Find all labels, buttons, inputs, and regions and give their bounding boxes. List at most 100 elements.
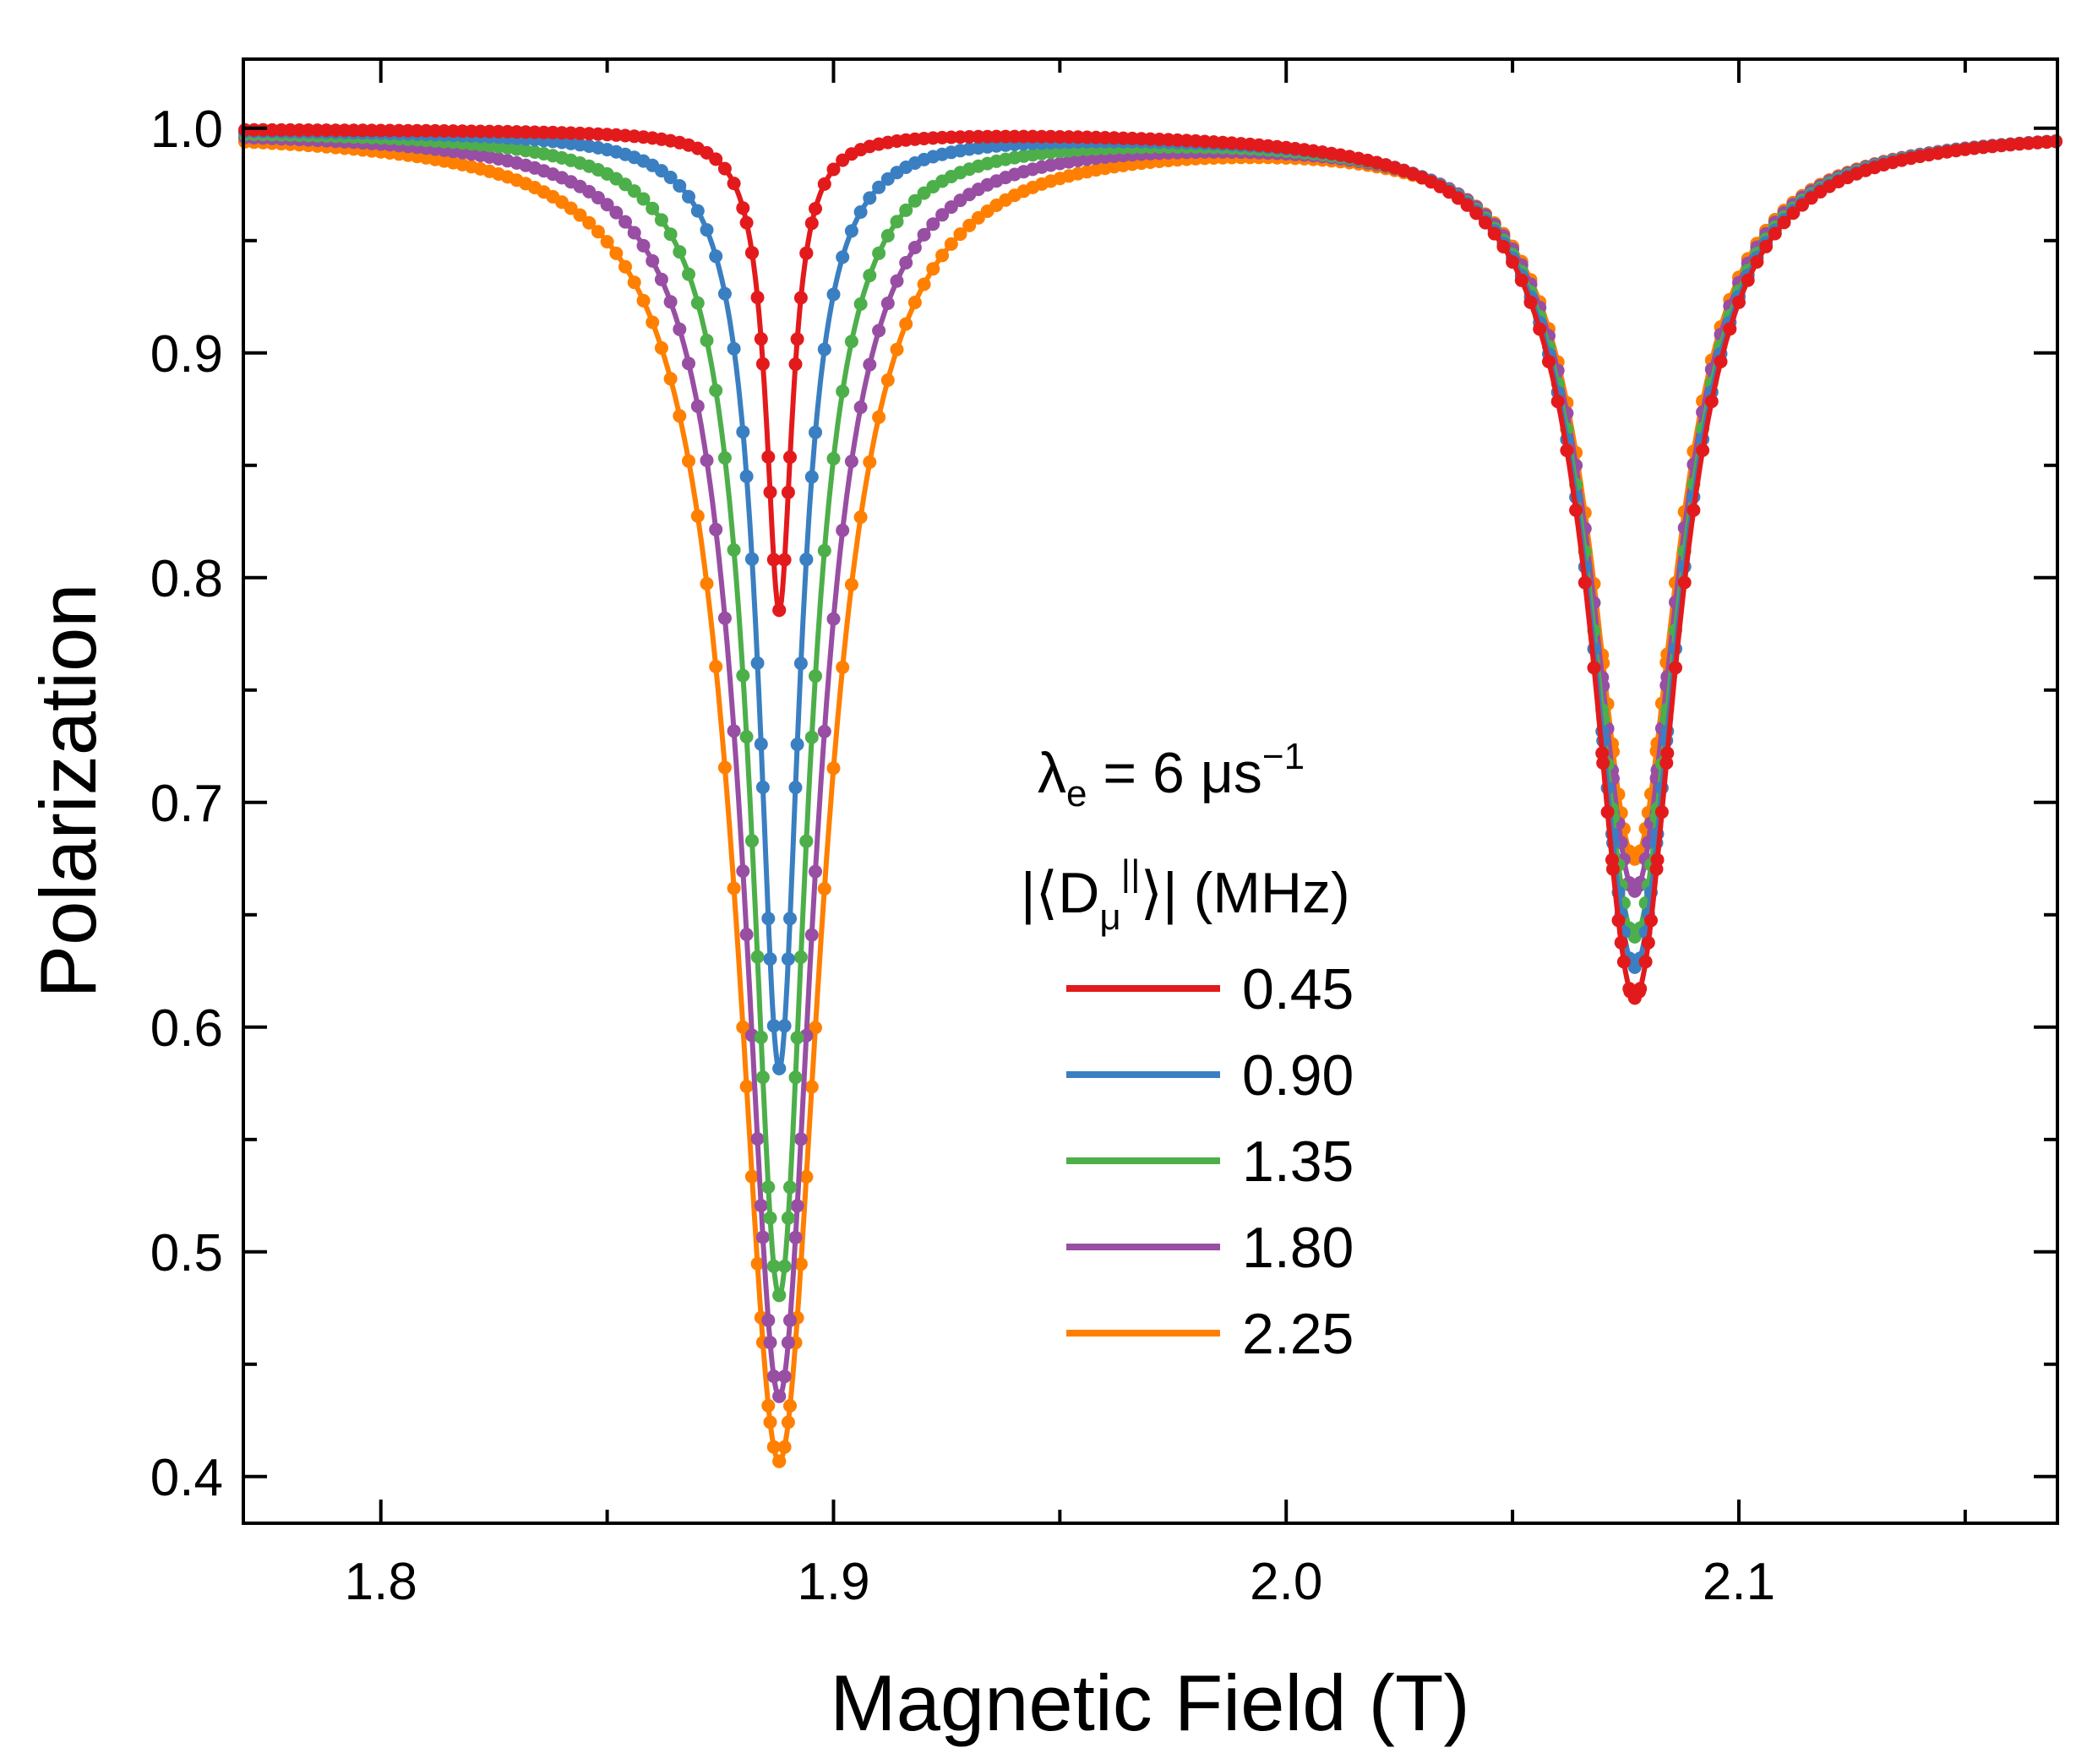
data-point (1595, 746, 1610, 760)
plot-frame (242, 57, 2059, 1525)
data-point (826, 451, 841, 466)
y-tick-label: 0.6 (150, 999, 223, 1058)
data-point (826, 761, 841, 776)
data-point (781, 1336, 795, 1350)
data-point (1533, 322, 1547, 336)
data-point (673, 322, 687, 336)
data-point (880, 229, 895, 242)
data-point (781, 952, 795, 966)
data-point (790, 332, 804, 346)
data-point (591, 225, 605, 239)
param-suffix: ⟩| (MHz) (1141, 861, 1350, 925)
data-point (804, 1080, 819, 1094)
data-point (736, 668, 750, 683)
data-point (1677, 575, 1692, 590)
data-point (763, 1415, 777, 1429)
data-point (739, 928, 754, 942)
data-point (788, 1070, 803, 1085)
data-point (844, 224, 858, 238)
data-point (618, 215, 632, 229)
data-point (763, 1211, 777, 1225)
data-point (673, 409, 687, 423)
data-point (772, 1389, 787, 1403)
data-point (1596, 756, 1610, 770)
data-point (872, 324, 886, 338)
data-point (1633, 982, 1648, 996)
data-point (739, 730, 754, 744)
data-point (1496, 240, 1511, 253)
data-point (754, 1030, 768, 1044)
x-tick-label: 2.1 (1703, 1553, 1775, 1611)
data-point (750, 1132, 765, 1146)
data-point (636, 238, 651, 253)
data-point (917, 227, 931, 242)
data-point (673, 179, 687, 193)
data-point (1649, 862, 1664, 876)
data-point (907, 296, 922, 309)
data-point (809, 864, 822, 879)
data-point (763, 1336, 777, 1350)
x-tick-label: 1.8 (345, 1553, 417, 1611)
data-point (836, 384, 850, 399)
data-point (627, 184, 641, 199)
data-point (736, 1020, 750, 1034)
data-point (618, 259, 632, 274)
data-point (717, 760, 732, 775)
data-point (1777, 215, 1791, 230)
data-point (1600, 805, 1615, 819)
data-point (761, 1180, 776, 1195)
lambda-symbol: λ (1038, 741, 1066, 805)
data-point (790, 738, 804, 752)
data-point (1460, 198, 1474, 212)
series-0.90 (238, 124, 2062, 1075)
data-point (790, 1199, 804, 1213)
data-point (766, 1440, 781, 1454)
y-tick-label: 0.7 (150, 775, 223, 833)
data-point (646, 253, 660, 268)
data-point (654, 340, 668, 355)
data-point (863, 455, 877, 469)
data-point (788, 1230, 803, 1244)
data-point (826, 162, 841, 177)
data-point (761, 1398, 776, 1413)
data-point (663, 295, 678, 309)
data-point (890, 215, 904, 229)
data-point (700, 334, 714, 347)
data-point (573, 208, 587, 222)
data-point (1587, 661, 1601, 675)
data-point (793, 950, 808, 964)
data-point (654, 213, 668, 227)
data-point (853, 510, 868, 525)
data-point (926, 262, 940, 276)
data-point (817, 882, 831, 896)
y-tick-label: 0.5 (150, 1224, 223, 1282)
data-point (709, 152, 723, 166)
data-point (836, 660, 850, 674)
data-point (1578, 575, 1592, 590)
data-point (817, 724, 831, 738)
data-point (880, 297, 895, 310)
data-point (709, 522, 723, 536)
legend: λe = 6 μs−1 |⟨Dμ||⟩| (MHz) 0.45 0.90 1.35 1… (1021, 736, 1354, 1366)
data-point (750, 1256, 765, 1271)
data-point (745, 834, 759, 848)
data-point (1696, 444, 1710, 457)
data-point (736, 425, 750, 439)
data-point (750, 950, 765, 964)
data-point (772, 603, 787, 618)
data-point (636, 192, 651, 206)
data-point (809, 669, 822, 683)
data-point (690, 296, 705, 310)
data-point (750, 291, 765, 305)
x-tick-label: 2.0 (1250, 1553, 1322, 1611)
data-point (793, 291, 808, 305)
data-point (690, 204, 705, 218)
data-point (763, 485, 777, 499)
data-point (783, 450, 797, 465)
data-point (880, 373, 895, 387)
data-point (682, 454, 695, 468)
series-1.35 (238, 127, 2062, 1303)
data-point (817, 543, 831, 558)
data-point (609, 246, 624, 260)
data-point (682, 267, 695, 281)
